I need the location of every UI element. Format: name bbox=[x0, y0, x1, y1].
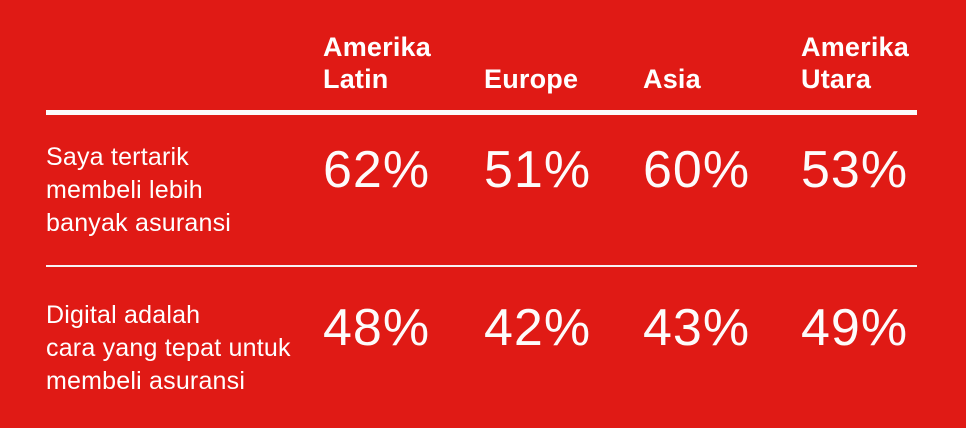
value-cell-asia: 43% bbox=[643, 299, 751, 357]
header-divider bbox=[46, 110, 917, 115]
row-label-line: membeli lebih bbox=[46, 176, 203, 204]
value-cell-amerika-latin: 48% bbox=[323, 299, 431, 357]
value-cell-asia: 60% bbox=[643, 141, 751, 199]
value-cell-amerika-latin: 62% bbox=[323, 141, 431, 199]
column-header-line: Asia bbox=[643, 64, 701, 94]
column-header-asia: Asia bbox=[643, 63, 801, 95]
column-header-amerika-latin: Amerika Latin bbox=[323, 31, 484, 95]
value-cell-europe: 51% bbox=[484, 141, 592, 199]
row-label-line: Digital adalah bbox=[46, 301, 201, 329]
row-label-line: cara yang tepat untuk bbox=[46, 334, 291, 362]
row-label: Digital adalah cara yang tepat untuk mem… bbox=[46, 299, 323, 428]
row-label: Saya tertarik membeli lebih banyak asura… bbox=[46, 141, 323, 265]
column-header-line: Latin bbox=[323, 64, 389, 94]
column-header-line: Amerika bbox=[323, 32, 431, 62]
column-header-line: Europe bbox=[484, 64, 579, 94]
row-label-line: banyak asuransi bbox=[46, 209, 232, 237]
table-row-interest: Saya tertarik membeli lebih banyak asura… bbox=[46, 115, 917, 265]
value-cell-amerika-utara: 49% bbox=[801, 299, 909, 357]
value-cell-europe: 42% bbox=[484, 299, 592, 357]
table-row-digital: Digital adalah cara yang tepat untuk mem… bbox=[46, 267, 917, 428]
row-label-line: Saya tertarik bbox=[46, 143, 189, 171]
column-header-line: Utara bbox=[801, 64, 872, 94]
row-divider bbox=[46, 265, 917, 267]
column-header-line: Amerika bbox=[801, 32, 909, 62]
value-cell-amerika-utara: 53% bbox=[801, 141, 909, 199]
table-header-row: Amerika Latin Europe Asia Amerika Utara bbox=[46, 0, 917, 110]
row-label-line: membeli asuransi bbox=[46, 367, 246, 395]
column-header-amerika-utara: Amerika Utara bbox=[801, 31, 917, 95]
column-header-europe: Europe bbox=[484, 63, 643, 95]
